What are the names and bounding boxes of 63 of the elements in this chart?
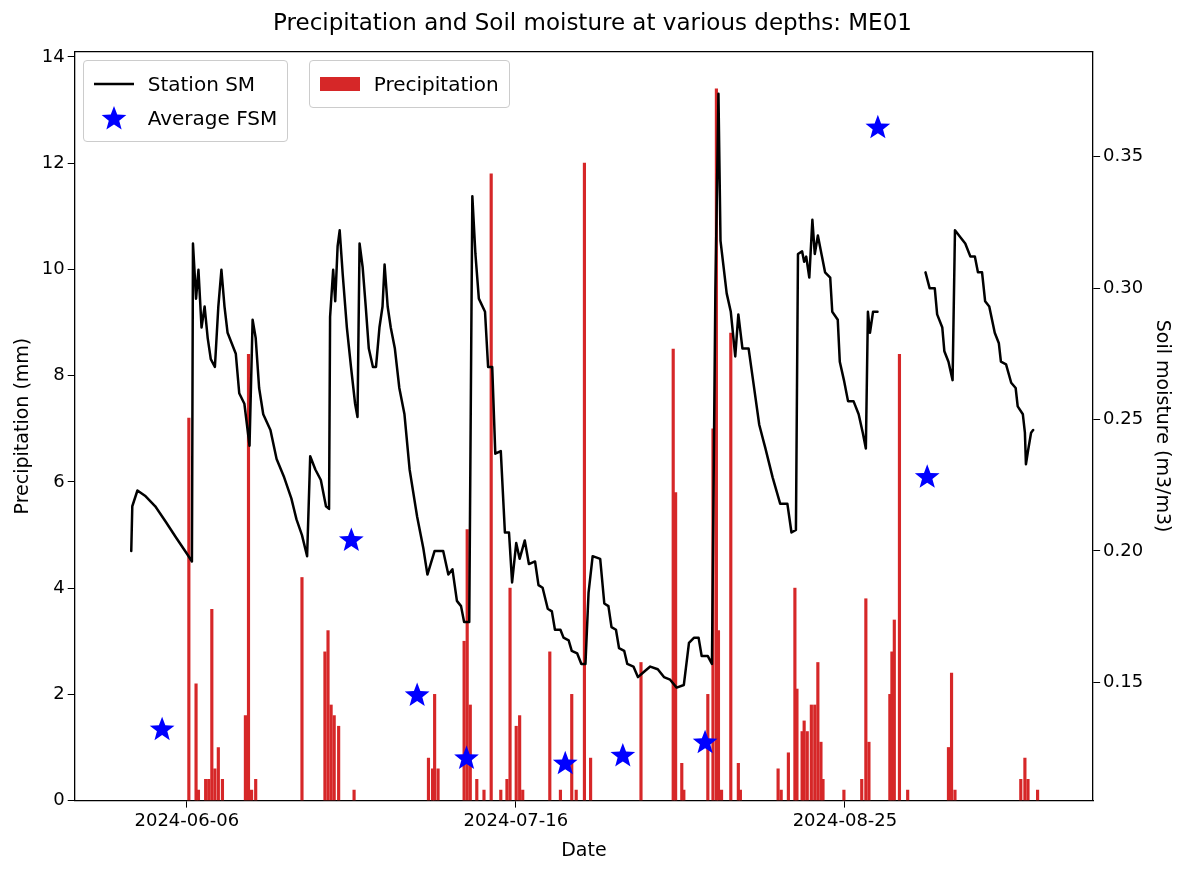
y-tick-label: 12 [41, 150, 65, 172]
bar [194, 683, 198, 801]
bar [300, 577, 304, 801]
point [552, 750, 578, 775]
bar [864, 598, 868, 801]
bar [326, 630, 330, 801]
y-axis-title: Precipitation (mm) [10, 337, 33, 515]
bar [254, 779, 258, 801]
bar [475, 779, 479, 801]
y2-tick-label: 0.20 [1103, 538, 1144, 560]
bar [589, 757, 593, 801]
bar [518, 715, 522, 801]
y2-tick-label: 0.25 [1103, 407, 1144, 429]
bar [216, 747, 220, 801]
bar [802, 720, 806, 801]
y2-axis-title: Soil moisture (m3/m3) [1152, 319, 1175, 533]
x-tick-label: 2024-07-16 [463, 809, 569, 831]
y2-tick-label: 0.15 [1103, 670, 1144, 692]
legend-label: Precipitation [373, 71, 499, 96]
point [610, 742, 636, 767]
bar [482, 789, 486, 801]
bar [816, 662, 820, 801]
legend-label: Station SM [147, 71, 256, 96]
bar [776, 768, 780, 801]
bar [786, 752, 790, 801]
point [338, 527, 364, 551]
bar [582, 162, 587, 801]
chart-title: Precipitation and Soil moisture at various depths: ME01 [273, 8, 912, 35]
bar [729, 332, 733, 801]
bar [897, 354, 902, 801]
y-tick-label: 10 [41, 257, 65, 279]
point [865, 114, 891, 139]
bar [352, 789, 356, 801]
bar [639, 662, 643, 801]
y-tick-label: 2 [53, 682, 65, 704]
legend-label: Average FSM [147, 105, 278, 130]
point [454, 745, 479, 770]
bar [1023, 757, 1027, 801]
point [149, 716, 175, 741]
bar [809, 704, 813, 801]
y-tick-label: 8 [53, 363, 65, 385]
point [692, 729, 718, 754]
point [914, 464, 940, 488]
bar [508, 587, 512, 801]
y-tick-label: 0 [53, 788, 65, 810]
bar [187, 417, 191, 801]
bar [892, 619, 896, 801]
x-tick-label: 2024-06-06 [134, 809, 240, 831]
x-tick-label: 2024-08-25 [792, 809, 898, 831]
bar [210, 609, 214, 801]
point [404, 682, 430, 706]
bar [204, 779, 208, 801]
bar [433, 694, 437, 801]
bar [489, 173, 493, 801]
y-tick-label: 6 [53, 469, 65, 491]
y-tick-label: 4 [53, 575, 65, 597]
x-axis-title: Date [561, 837, 607, 860]
bar [548, 651, 552, 801]
y2-tick-label: 0.35 [1103, 144, 1144, 166]
y-tick-label: 14 [41, 44, 65, 66]
bar [426, 757, 431, 801]
bar [949, 672, 954, 801]
y2-tick-label: 0.30 [1103, 275, 1144, 297]
